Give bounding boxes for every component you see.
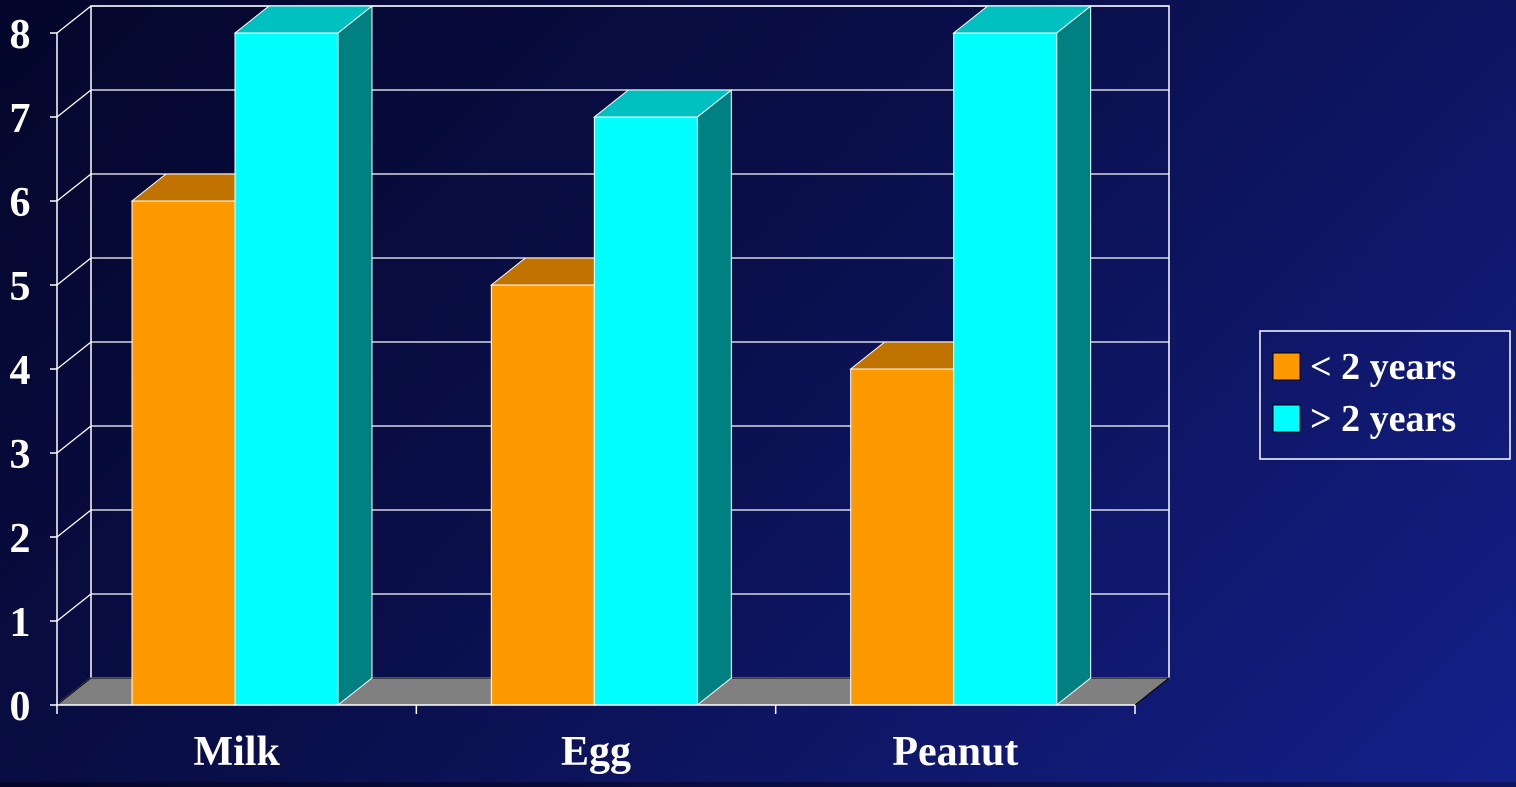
legend-swatch	[1272, 404, 1301, 433]
side-gridline	[56, 341, 92, 370]
bar-side	[1056, 4, 1092, 707]
bar-front	[953, 32, 1058, 706]
y-tick-label: 6	[10, 180, 31, 226]
side-gridline	[56, 509, 92, 538]
legend-frame	[1259, 330, 1511, 460]
side-gridline	[56, 5, 92, 34]
chart-axes: 0 1 2 3 4 5 6 7 8 Milk Egg Peanut	[10, 12, 1136, 775]
legend-item-2: > 2 years	[1272, 398, 1456, 440]
legend-label: < 2 years	[1310, 346, 1456, 388]
y-tick-label: 1	[10, 600, 31, 646]
side-gridline	[56, 89, 92, 118]
y-tick-label: 3	[10, 432, 31, 478]
y-tick-label: 4	[10, 348, 31, 394]
bar-side	[696, 88, 732, 707]
bar-front	[850, 368, 955, 706]
y-tick-label: 5	[10, 264, 31, 310]
legend: < 2 years > 2 years	[1259, 330, 1511, 460]
bar-peanut-series-2	[952, 4, 1093, 707]
x-tick-label-milk: Milk	[193, 729, 280, 775]
bar-front	[490, 284, 595, 706]
bar-egg-series-2	[592, 88, 733, 707]
legend-item-1: < 2 years	[1272, 346, 1456, 388]
bar-front	[593, 116, 698, 706]
legend-label: > 2 years	[1310, 398, 1456, 440]
y-tick-label: 0	[10, 684, 31, 730]
x-tick-label-egg: Egg	[561, 729, 631, 775]
side-gridline	[56, 425, 92, 454]
y-tick-label: 7	[10, 96, 31, 142]
side-gridline	[56, 593, 92, 622]
x-tick-label-peanut: Peanut	[892, 729, 1018, 775]
side-gridline	[56, 257, 92, 286]
bar-milk-series-2	[233, 4, 374, 707]
legend-swatch	[1272, 352, 1301, 381]
bar-front	[234, 32, 339, 706]
bar-front	[131, 200, 236, 706]
bar-side	[337, 4, 373, 707]
y-tick-label: 8	[10, 12, 31, 58]
y-tick-label: 2	[10, 516, 31, 562]
side-gridline	[56, 173, 92, 202]
chart-bars	[130, 4, 1093, 707]
